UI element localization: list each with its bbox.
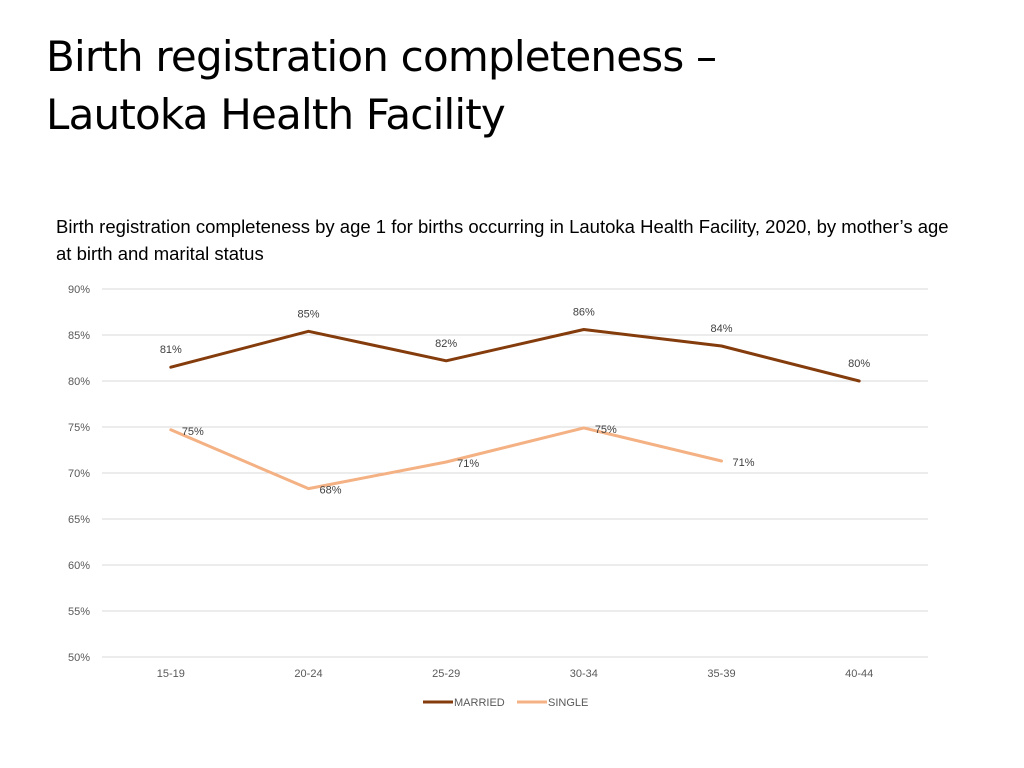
y-tick-label: 85% bbox=[68, 330, 90, 342]
data-label-married: 86% bbox=[573, 306, 595, 318]
data-label-single: 71% bbox=[732, 457, 754, 469]
series-lines bbox=[169, 328, 861, 491]
data-label-single: 68% bbox=[319, 485, 341, 497]
x-tick-label: 40-44 bbox=[845, 668, 873, 680]
slide-title: Birth registration completeness – Lautok… bbox=[46, 28, 946, 144]
y-tick-label: 90% bbox=[68, 284, 90, 296]
series-line-single bbox=[169, 426, 723, 491]
y-tick-label: 80% bbox=[68, 376, 90, 388]
x-tick-label: 30-34 bbox=[570, 668, 598, 680]
y-tick-label: 75% bbox=[68, 422, 90, 434]
x-tick-label: 15-19 bbox=[157, 668, 185, 680]
data-label-single: 71% bbox=[457, 458, 479, 470]
x-tick-label: 25-29 bbox=[432, 668, 460, 680]
y-axis-ticks: 50% 55% 60% 65% 70% 75% 80% 85% 90% bbox=[68, 284, 90, 664]
data-labels: 81% 85% 82% 86% 84% 80% 75% 68% 71% 75% 71% bbox=[160, 306, 871, 496]
x-axis-ticks: 15-19 20-24 25-29 30-34 35-39 40-44 bbox=[157, 668, 873, 680]
data-label-married: 85% bbox=[297, 308, 319, 320]
legend: MARRIED SINGLE bbox=[423, 697, 588, 709]
data-label-single: 75% bbox=[182, 426, 204, 438]
x-tick-label: 35-39 bbox=[707, 668, 735, 680]
data-label-married: 82% bbox=[435, 338, 457, 350]
slide-title-line-1: Birth registration completeness – bbox=[46, 32, 717, 81]
legend-label-single: SINGLE bbox=[548, 697, 588, 709]
gridlines bbox=[102, 288, 928, 658]
x-tick-label: 20-24 bbox=[294, 668, 322, 680]
data-label-married: 81% bbox=[160, 344, 182, 356]
y-tick-label: 50% bbox=[68, 652, 90, 664]
y-tick-label: 60% bbox=[68, 560, 90, 572]
slide-title-line-2: Lautoka Health Facility bbox=[46, 90, 506, 139]
chart-title: Birth registration completeness by age 1… bbox=[56, 216, 949, 264]
y-tick-label: 65% bbox=[68, 514, 90, 526]
data-label-single: 75% bbox=[595, 424, 617, 436]
legend-label-married: MARRIED bbox=[454, 697, 505, 709]
series-line-married bbox=[169, 328, 861, 383]
y-tick-label: 55% bbox=[68, 606, 90, 618]
y-tick-label: 70% bbox=[68, 468, 90, 480]
data-label-married: 84% bbox=[710, 323, 732, 335]
data-label-married: 80% bbox=[848, 358, 870, 370]
